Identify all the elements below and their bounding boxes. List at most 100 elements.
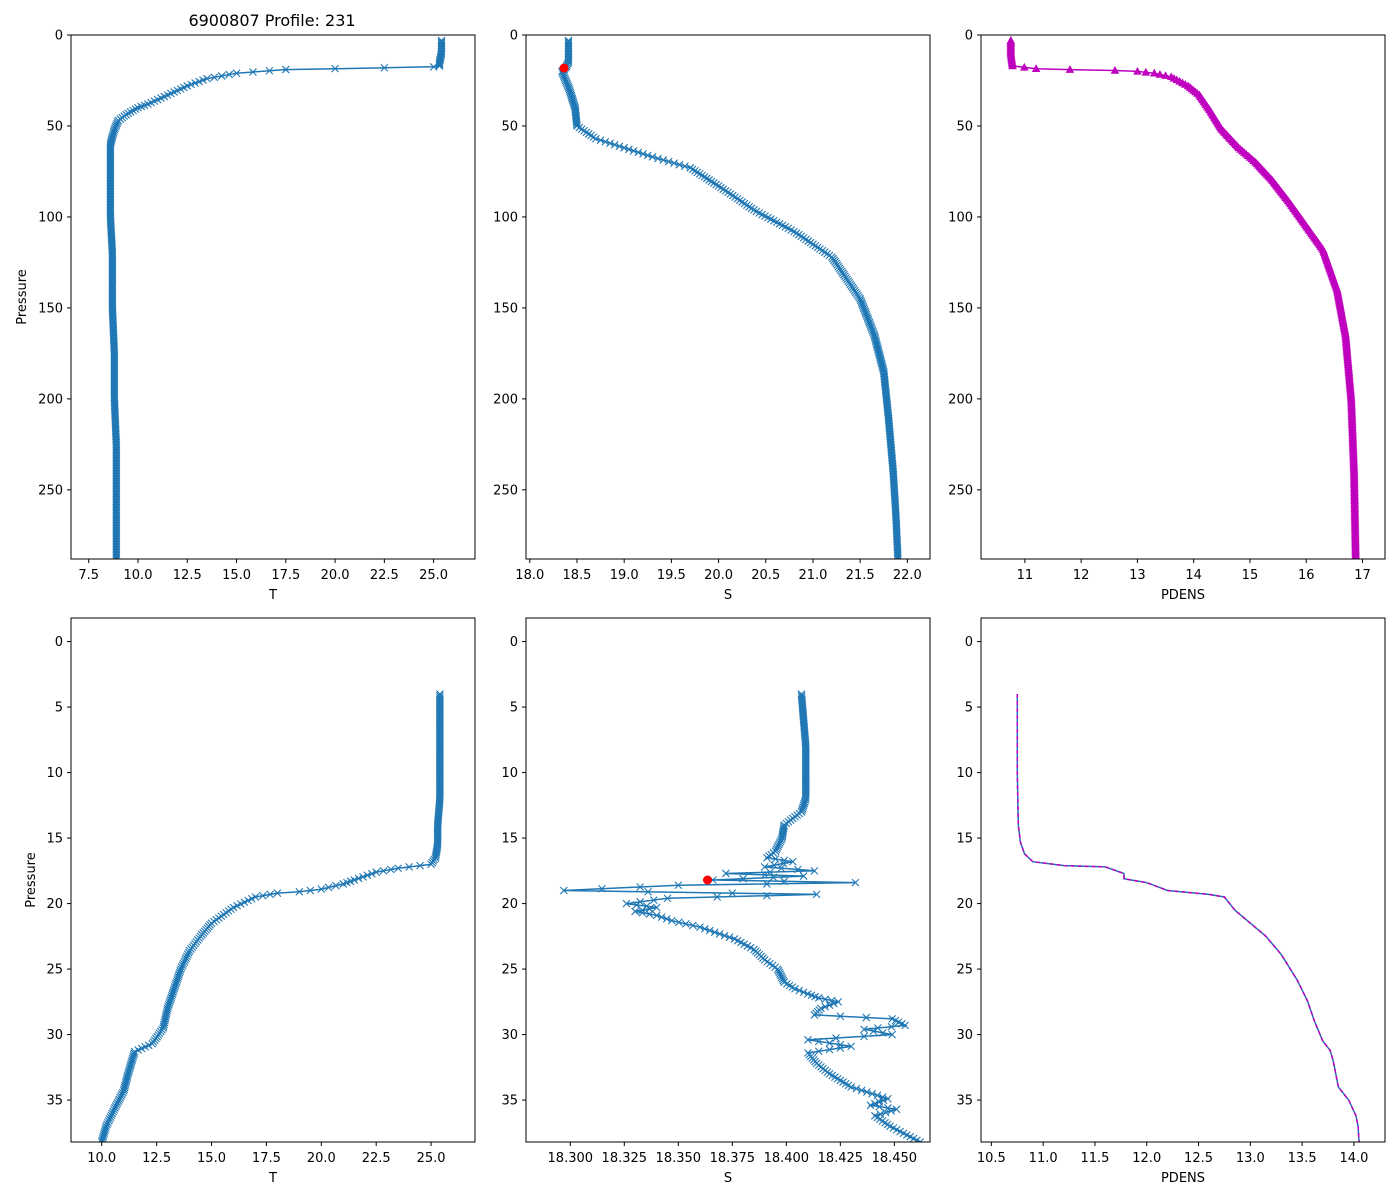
data-point-marker: [762, 880, 771, 888]
y-tick-label: 200: [493, 392, 518, 407]
x-tick-label: 22.5: [362, 1151, 391, 1166]
panel-bottom-salinity: 18.300 18.325 18.350 18.375 18.400 18.425 18.4…: [501, 617, 931, 1186]
data-point-marker: [674, 918, 683, 927]
data-point-marker: [862, 1088, 871, 1096]
data-point-marker: [878, 1028, 887, 1037]
data-point-marker: [778, 830, 787, 839]
data-point-marker: [771, 855, 780, 863]
x-tick-label: 20.0: [704, 568, 733, 583]
x-tick-label: 17: [1354, 568, 1371, 583]
data-point-marker: [1020, 62, 1029, 71]
y-tick-label: 35: [46, 1094, 63, 1109]
data-point-marker: [265, 66, 274, 75]
data-point-marker: [739, 874, 748, 883]
x-markers: [106, 36, 446, 559]
x-tick-label: 12.5: [1184, 1151, 1213, 1166]
figure-title: 6900807 Profile: 231: [188, 11, 355, 30]
data-point-marker: [851, 878, 860, 887]
data-point-marker: [644, 887, 652, 896]
x-axis-label: S: [724, 1171, 732, 1186]
x-tick-label: 18.325: [602, 1151, 648, 1166]
data-point-marker: [760, 870, 769, 879]
data-point-marker: [437, 49, 446, 58]
data-point-marker: [847, 1083, 856, 1091]
axes-frame: [525, 34, 931, 560]
data-point-marker: [210, 73, 219, 82]
data-point-marker: [810, 1011, 819, 1019]
data-point-marker: [762, 853, 771, 862]
x-tick-label: 25.0: [417, 1151, 446, 1166]
data-point-marker: [707, 177, 716, 186]
data-point-marker: [868, 1089, 877, 1098]
data-point-marker: [777, 864, 786, 873]
data-point-marker: [892, 1105, 901, 1114]
data-point-marker: [435, 58, 444, 67]
y-tick-label: 10: [956, 766, 973, 781]
x-tick-label: 18.450: [872, 1151, 918, 1166]
data-point-marker: [836, 1040, 845, 1049]
data-point-marker: [667, 916, 676, 925]
data-point-marker: [620, 143, 629, 152]
data-point-marker: [131, 105, 140, 114]
data-point-marker: [691, 166, 699, 175]
data-point-marker: [702, 174, 711, 183]
x-tick-label: 15.0: [222, 568, 251, 583]
data-point-marker: [639, 149, 647, 158]
data-point-marker: [359, 872, 367, 881]
data-point-marker: [705, 176, 714, 184]
data-point-marker: [624, 145, 633, 154]
data-point-marker: [559, 886, 568, 895]
y-tick-label: 250: [38, 483, 63, 498]
data-point-marker: [601, 137, 610, 146]
x-tick-label: 18.400: [764, 1151, 810, 1166]
x-axis-label: PDENS: [1161, 1171, 1205, 1186]
y-tick-label: 0: [55, 29, 63, 44]
y-tick-label: 25: [46, 963, 63, 978]
x-tick-label: 22.0: [893, 568, 922, 583]
data-point-marker: [249, 68, 257, 76]
x-axis-label: PDENS: [1161, 588, 1205, 603]
data-point-marker: [1155, 69, 1165, 78]
x-tick-label: 12.5: [173, 568, 202, 583]
x-tick-label: 18.0: [515, 568, 544, 583]
data-point-marker: [98, 1136, 107, 1142]
data-point-marker: [134, 103, 142, 112]
data-point-marker: [881, 1108, 890, 1117]
data-point-marker: [728, 889, 737, 897]
y-tick-label: 30: [956, 1028, 973, 1043]
data-point-marker: [97, 1138, 106, 1142]
data-point-marker: [339, 880, 348, 888]
data-point-marker: [638, 908, 647, 917]
data-point-marker: [887, 1022, 896, 1031]
x-tick-label: 18.5: [562, 568, 591, 583]
axes-frame: [70, 617, 476, 1143]
data-point-marker: [871, 1099, 879, 1108]
data-point-marker: [636, 883, 645, 891]
y-tick-label: 20: [46, 897, 63, 912]
data-point-marker: [273, 889, 282, 897]
data-point-marker: [875, 1102, 884, 1111]
data-point-marker: [258, 891, 267, 900]
data-point-marker: [713, 893, 722, 901]
data-point-marker: [814, 1037, 823, 1046]
data-point-marker: [894, 555, 902, 559]
x-tick-label: 18.425: [818, 1151, 864, 1166]
data-point-marker: [317, 885, 326, 894]
y-tick-label: 35: [956, 1094, 973, 1109]
data-point-marker: [791, 984, 799, 993]
data-point-marker: [901, 1021, 910, 1030]
axes-frame: [525, 617, 931, 1143]
data-point-marker: [762, 891, 771, 900]
y-tick-label: 30: [501, 1028, 518, 1043]
data-point-marker: [638, 906, 647, 915]
data-point-marker: [695, 169, 704, 178]
y-tick-label: 150: [493, 301, 518, 316]
x-tick-label: 10.0: [87, 1151, 116, 1166]
data-point-marker: [631, 907, 639, 916]
x-tick-label: 13: [1129, 568, 1146, 583]
y-tick-label: 0: [55, 635, 63, 650]
data-point-marker: [689, 921, 697, 930]
data-point-marker: [766, 868, 775, 877]
data-point-marker: [814, 994, 823, 1002]
